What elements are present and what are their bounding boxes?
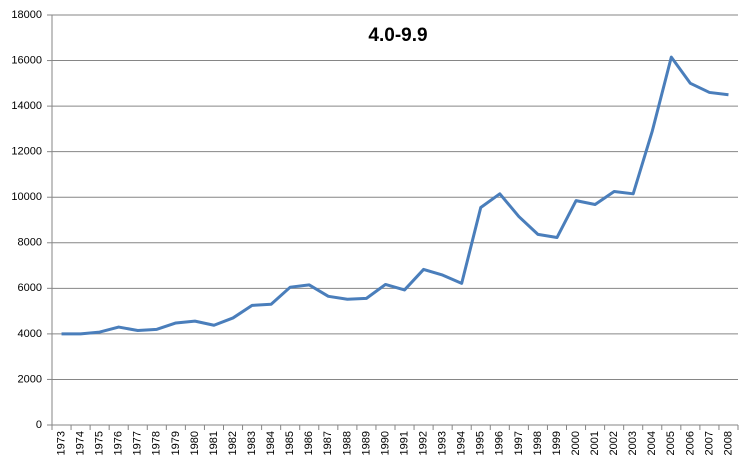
x-tick-label: 2007 [703,431,715,455]
x-tick-label: 1996 [494,431,506,455]
x-tick-label: 1973 [55,431,67,455]
y-tick-label: 0 [36,419,42,431]
x-tick-label: 2000 [570,431,582,455]
x-tick-label: 1982 [227,431,239,455]
x-tick-label: 1991 [398,431,410,455]
x-tick-label: 1990 [379,431,391,455]
x-tick-label: 1979 [170,431,182,455]
y-tick-label: 14000 [11,100,42,112]
x-tick-label: 1981 [208,431,220,455]
x-tick-label: 2008 [722,431,734,455]
x-tick-label: 1986 [303,431,315,455]
x-tick-label: 1992 [417,431,429,455]
y-tick-label: 18000 [11,9,42,21]
chart-title: 4.0-9.9 [368,25,427,46]
x-tick-label: 1998 [532,431,544,455]
x-tick-label: 1977 [132,431,144,455]
x-tick-label: 1999 [551,431,563,455]
y-tick-label: 4000 [18,328,42,340]
x-tick-label: 1978 [151,431,163,455]
data-line [61,55,729,336]
x-tick-label: 2004 [646,431,658,455]
x-tick-label: 1987 [322,431,334,455]
x-tick-label: 1989 [360,431,372,455]
x-tick-label: 1976 [113,431,125,455]
x-tick-label: 1975 [94,431,106,455]
y-tick-label: 2000 [18,373,42,385]
x-tick-label: 1997 [513,431,525,455]
y-tick-label: 10000 [11,191,42,203]
x-tick-label: 1988 [341,431,353,455]
x-tick-label: 1980 [189,431,201,455]
x-tick-label: 1994 [456,431,468,455]
x-tick-label: 2005 [665,431,677,455]
y-tick-label: 12000 [11,146,42,158]
x-tick-label: 1974 [74,431,86,455]
x-tick-label: 1985 [284,431,296,455]
x-tick-label: 1983 [246,431,258,455]
x-tick-label: 2001 [589,431,601,455]
y-tick-label: 16000 [11,54,42,66]
x-tick-label: 1984 [265,431,277,455]
y-tick-label: 8000 [18,237,42,249]
x-tick-label: 2003 [627,431,639,455]
x-tick-label: 1995 [475,431,487,455]
x-tick-label: 2002 [608,431,620,455]
x-tick-label: 1993 [437,431,449,455]
y-tick-label: 6000 [18,282,42,294]
x-tick-label: 2006 [684,431,696,455]
